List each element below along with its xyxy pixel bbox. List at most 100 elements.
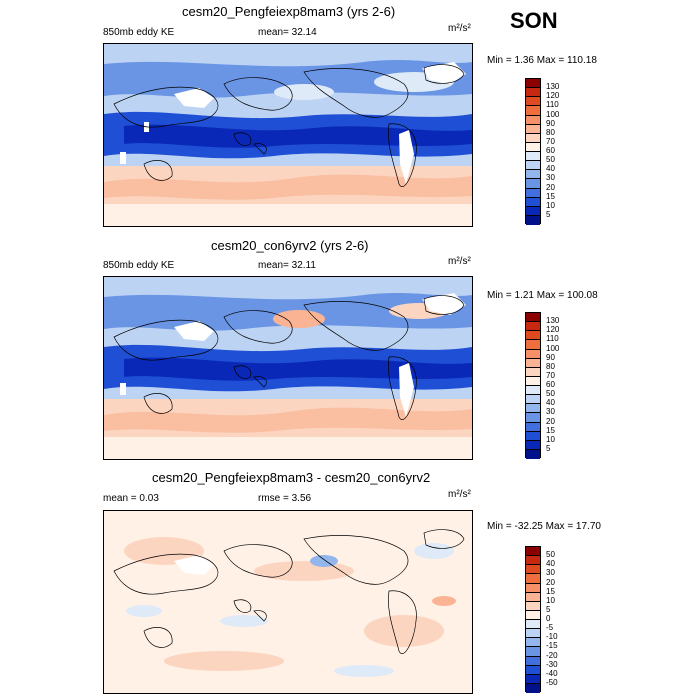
- colorbar-cell: [526, 88, 540, 98]
- colorbar-tick-label: 10: [546, 434, 555, 444]
- colorbar-cell: [526, 565, 540, 575]
- colorbar-cell: [526, 592, 540, 602]
- colorbar-tick-label: 120: [546, 91, 560, 101]
- colorbar-tick-label: 40: [546, 398, 555, 408]
- colorbar-tick-label: 20: [546, 577, 555, 587]
- colorbar-cell: [526, 431, 540, 441]
- colorbar-cell: [526, 413, 540, 423]
- colorbar-cell: [526, 115, 540, 125]
- colorbar-tick-label: 15: [546, 425, 555, 435]
- colorbar-cell: [526, 683, 540, 693]
- colorbar-tick-label: 40: [546, 164, 555, 174]
- colorbar-tick-label: 15: [546, 586, 555, 596]
- colorbar-cell: [526, 574, 540, 584]
- colorbar-tick-label: 5: [546, 604, 551, 614]
- colorbar-tick-label: -5: [546, 623, 554, 633]
- colorbar-tick-label: 110: [546, 334, 559, 344]
- colorbar-tick-label: 40: [546, 559, 555, 569]
- colorbar-tick-label: 20: [546, 416, 555, 426]
- colorbar-cell: [526, 610, 540, 620]
- panel-1-units-label: m²/s²: [448, 23, 471, 34]
- colorbar-tick-label: 90: [546, 352, 555, 362]
- colorbar-cell: [526, 331, 540, 341]
- panel-1-map: [103, 43, 473, 227]
- panel-1-field-label: 850mb eddy KE: [103, 27, 175, 38]
- panel-3-title: cesm20_Pengfeiexp8mam3 - cesm20_con6yrv2: [152, 470, 431, 485]
- colorbar-tick-label: 130: [546, 316, 560, 326]
- colorbar-cell: [526, 313, 540, 323]
- colorbar-cell: [526, 620, 540, 630]
- colorbar-cell: [526, 358, 540, 368]
- colorbar-cell: [526, 161, 540, 171]
- colorbar-cell: [526, 340, 540, 350]
- colorbar-cell: [526, 665, 540, 675]
- colorbar-cell: [526, 206, 540, 216]
- colorbar-cell: [526, 188, 540, 198]
- colorbar-cell: [526, 124, 540, 134]
- colorbar-tick-label: 60: [546, 146, 555, 155]
- colorbar-cell: [526, 79, 540, 89]
- colorbar-tick-label: 50: [546, 550, 555, 560]
- panel-3-minmax-label: Min = -32.25 Max = 17.70: [487, 521, 601, 532]
- colorbar-tick-label: 80: [546, 127, 555, 137]
- colorbar-tick-label: 5: [546, 443, 551, 453]
- panel-3-colorbar: [525, 546, 541, 693]
- colorbar-cell: [526, 449, 540, 459]
- colorbar-cell: [526, 556, 540, 566]
- colorbar-cell: [526, 367, 540, 377]
- panel-2-colorbar: [525, 312, 541, 459]
- colorbar-cell: [526, 179, 540, 189]
- colorbar-cell: [526, 404, 540, 414]
- colorbar-tick-label: -15: [546, 641, 558, 651]
- colorbar-cell: [526, 440, 540, 450]
- panel-2-field-label: 850mb eddy KE: [103, 260, 175, 271]
- panel-3-map: [103, 510, 473, 694]
- colorbar-tick-label: 90: [546, 118, 555, 128]
- panel-1-colorbar: [525, 78, 541, 225]
- colorbar-cell: [526, 106, 540, 116]
- colorbar-cell: [526, 656, 540, 666]
- panel-1-mean-label: mean= 32.14: [258, 27, 317, 38]
- colorbar-cell: [526, 197, 540, 207]
- colorbar-tick-label: 60: [546, 380, 555, 389]
- panel-2-minmax-label: Min = 1.21 Max = 100.08: [487, 290, 598, 301]
- colorbar-cell: [526, 322, 540, 332]
- colorbar-tick-label: -10: [546, 632, 558, 642]
- colorbar-cell: [526, 601, 540, 611]
- colorbar-tick-label: 100: [546, 109, 560, 119]
- panel-3-rmse-label: rmse = 3.56: [258, 493, 312, 504]
- panel-1-title: cesm20_Pengfeiexp8mam3 (yrs 2-6): [182, 4, 396, 19]
- colorbar-tick-label: 70: [546, 370, 555, 380]
- colorbar-tick-label: 20: [546, 182, 555, 192]
- colorbar-cell: [526, 395, 540, 405]
- colorbar-cell: [526, 349, 540, 359]
- colorbar-cell: [526, 422, 540, 432]
- panel-2-mean-label: mean= 32.11: [258, 260, 316, 271]
- colorbar-cell: [526, 97, 540, 107]
- colorbar-tick-label: 30: [546, 568, 555, 578]
- colorbar-tick-label: -50: [546, 677, 558, 687]
- colorbar-tick-label: 50: [546, 155, 555, 165]
- colorbar-tick-label: 80: [546, 361, 555, 371]
- colorbar-tick-label: -30: [546, 659, 558, 669]
- colorbar-cell: [526, 133, 540, 143]
- colorbar-cell: [526, 638, 540, 648]
- colorbar-tick-label: -20: [546, 650, 558, 660]
- colorbar-tick-label: 5: [546, 209, 551, 219]
- colorbar-tick-label: 120: [546, 325, 560, 335]
- colorbar-cell: [526, 583, 540, 593]
- colorbar-tick-label: 110: [546, 100, 559, 110]
- colorbar-cell: [526, 215, 540, 225]
- colorbar-cell: [526, 386, 540, 396]
- colorbar-tick-label: 0: [546, 614, 551, 623]
- colorbar-cell: [526, 376, 540, 386]
- colorbar-tick-label: -40: [546, 668, 558, 678]
- colorbar-tick-label: 30: [546, 173, 555, 183]
- colorbar-cell: [526, 629, 540, 639]
- panel-2-title: cesm20_con6yrv2 (yrs 2-6): [211, 238, 369, 253]
- colorbar-tick-label: 15: [546, 191, 555, 201]
- colorbar-cell: [526, 647, 540, 657]
- colorbar-tick-label: 70: [546, 136, 555, 146]
- colorbar-cell: [526, 142, 540, 152]
- colorbar-tick-label: 10: [546, 200, 555, 210]
